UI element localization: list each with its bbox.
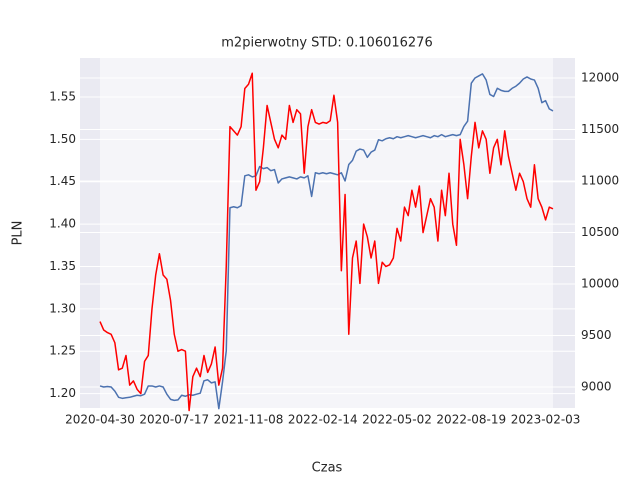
x-tick-label: 2021-11-08 <box>214 413 284 427</box>
y-tick-label: 1.40 <box>49 217 76 231</box>
x-tick-label: 2022-02-14 <box>288 413 358 427</box>
x-axis-label: Czas <box>312 461 343 476</box>
y2-tick-label: 10000 <box>581 276 619 290</box>
plot-dense-grid <box>100 58 553 408</box>
x-tick-label: 2022-05-02 <box>362 413 432 427</box>
y-tick-label: 1.45 <box>49 174 76 188</box>
y-tick-label: 1.30 <box>49 301 76 315</box>
chart-title: m2pierwotny STD: 0.106016276 <box>221 36 432 51</box>
line-series <box>99 72 554 412</box>
y-tick-label: 1.55 <box>49 89 76 103</box>
y2-tick-label: 10500 <box>581 225 619 239</box>
y2-tick-label: 12000 <box>581 70 619 84</box>
x-tick-label: 2023-02-03 <box>511 413 581 427</box>
y2-tick-label: 9000 <box>581 379 612 393</box>
y-tick-label: 1.25 <box>49 344 76 358</box>
y2-tick-label: 11000 <box>581 173 619 187</box>
x-tick-label: 2020-04-30 <box>65 413 135 427</box>
x-tick-label: 2022-08-19 <box>436 413 506 427</box>
y-axis-label: PLN <box>11 221 26 246</box>
x-tick-label: 2020-07-17 <box>139 413 209 427</box>
y-tick-label: 1.35 <box>49 259 76 273</box>
line-series <box>99 73 554 410</box>
y2-tick-label: 9500 <box>581 328 612 342</box>
y-tick-label: 1.20 <box>49 386 76 400</box>
y2-tick-label: 11500 <box>581 122 619 136</box>
y-tick-label: 1.50 <box>49 132 76 146</box>
